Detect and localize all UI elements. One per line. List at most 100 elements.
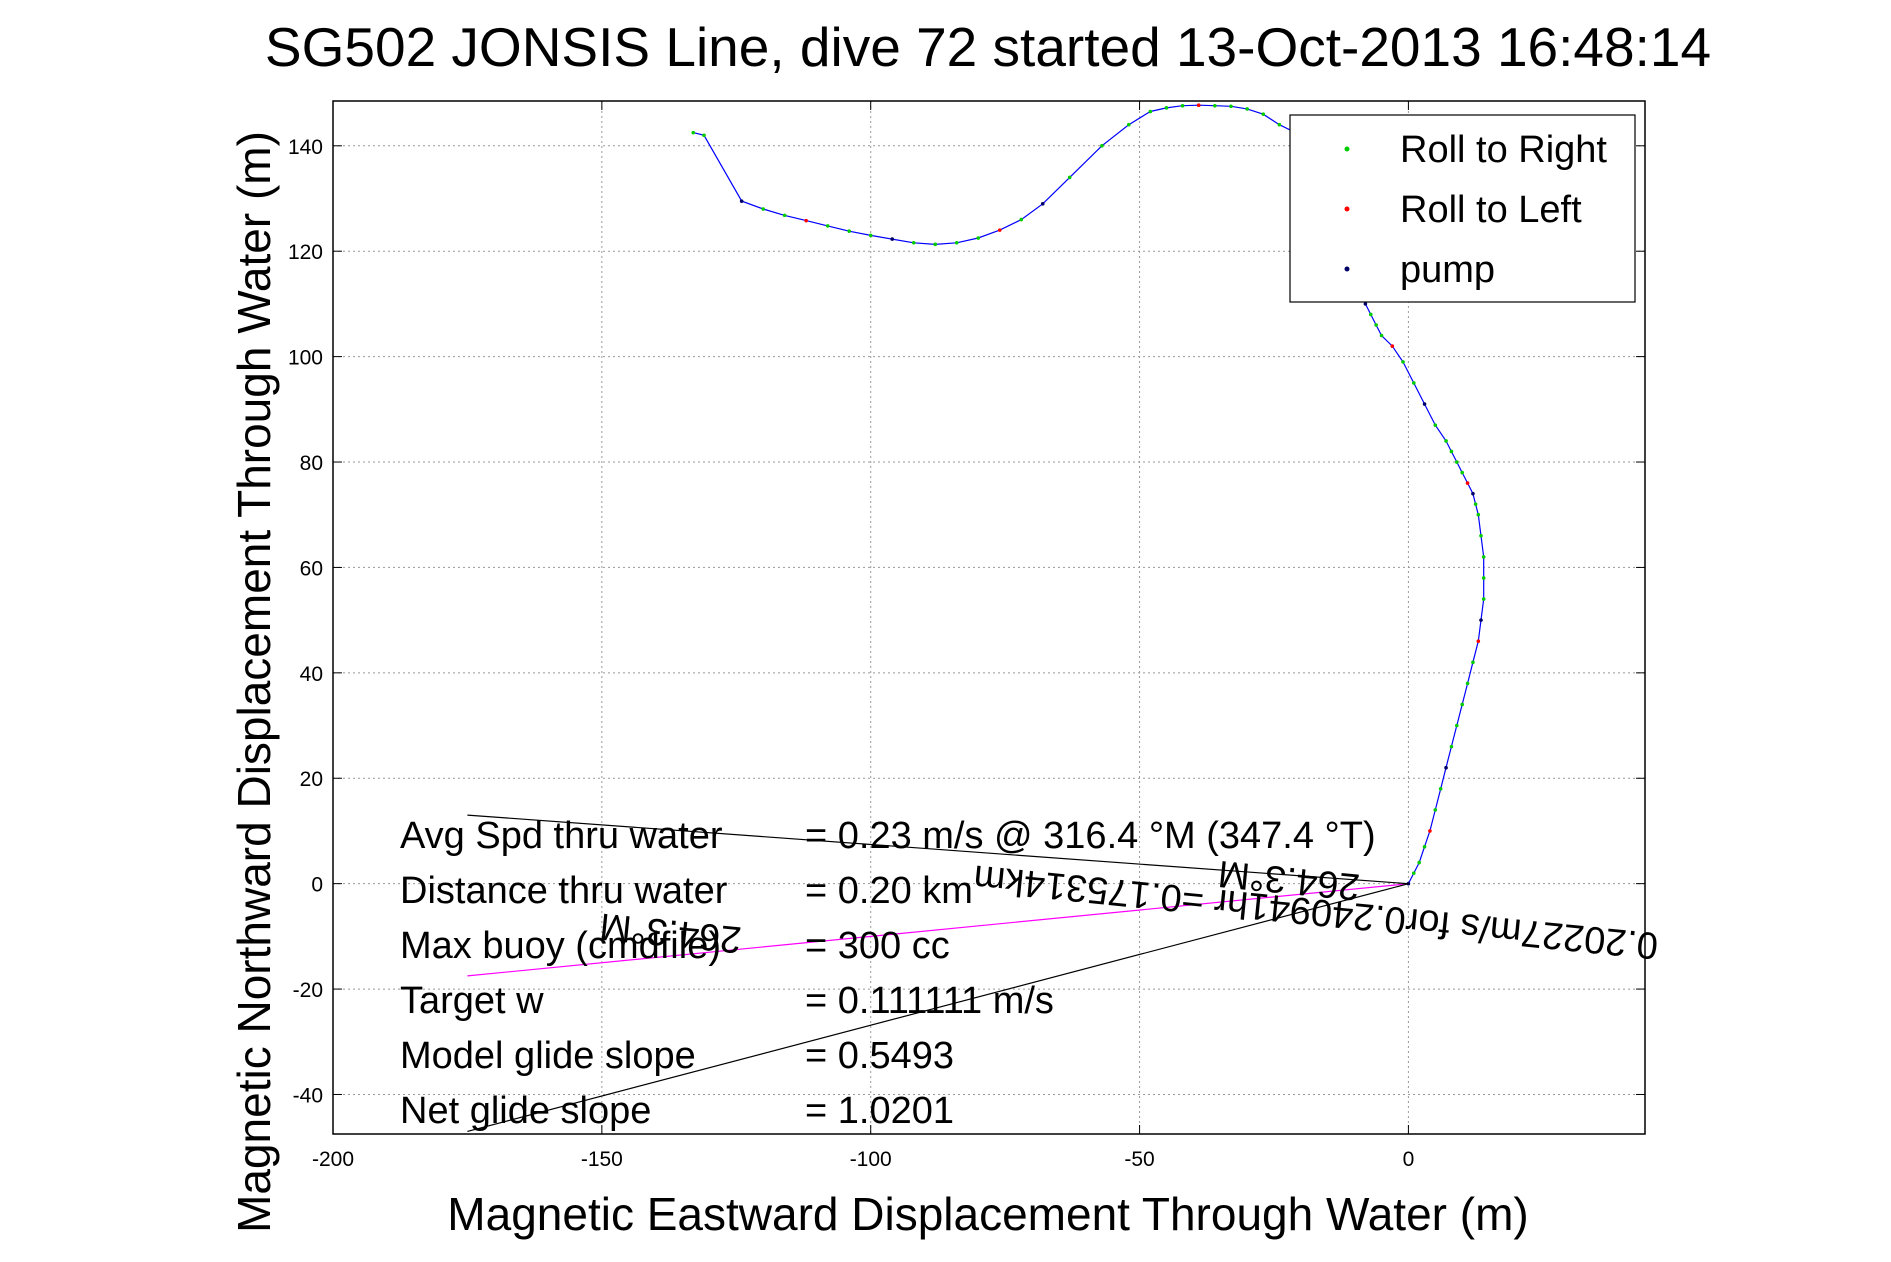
x-tick-label: -150 (581, 1148, 623, 1171)
data-point (1444, 765, 1448, 770)
legend-label: Roll to Right (1400, 129, 1607, 171)
data-point (782, 213, 787, 218)
data-point (1481, 576, 1486, 580)
legend: Roll to Right Roll to Left pump (1289, 114, 1636, 303)
y-tick-label: 60 (300, 557, 323, 580)
data-point (1476, 639, 1481, 644)
x-tick-label: -50 (1124, 1148, 1154, 1171)
data-point (702, 133, 706, 138)
annotation-value: = 0.23 m/s @ 316.4 °M (347.4 °T) (805, 815, 1376, 857)
data-point (1363, 302, 1368, 306)
data-point (1067, 175, 1072, 180)
data-point (761, 207, 765, 211)
data-point (1471, 491, 1475, 496)
data-point (1180, 103, 1185, 108)
data-point (825, 224, 830, 228)
chart-title: SG502 JONSIS Line, dive 72 started 13-Oc… (265, 16, 1711, 78)
data-point (1368, 312, 1373, 317)
data-point (1438, 786, 1443, 791)
annotation-value: = 0.20 km (805, 870, 973, 912)
y-tick-label: 80 (300, 452, 323, 475)
data-point (1245, 107, 1249, 111)
data-point (1479, 618, 1483, 622)
data-point (1465, 481, 1470, 485)
data-point (1465, 681, 1470, 686)
data-point (1379, 333, 1384, 338)
data-point (1196, 103, 1201, 108)
legend-marker (1344, 146, 1350, 152)
x-axis-label: Magnetic Eastward Displacement Through W… (447, 1188, 1528, 1240)
data-point (691, 130, 696, 135)
data-point (1471, 660, 1475, 665)
data-point (1476, 512, 1481, 517)
data-point (868, 233, 873, 238)
data-point (1277, 122, 1282, 127)
y-tick-label: -40 (293, 1084, 323, 1107)
data-point (847, 229, 851, 233)
legend-marker (1344, 266, 1350, 272)
annotation-value: = 1.0201 (805, 1090, 954, 1132)
x-tick-label: -200 (312, 1148, 354, 1171)
data-point (1455, 723, 1459, 728)
data-point (1433, 808, 1438, 812)
data-point (1401, 360, 1405, 364)
data-point (954, 240, 959, 245)
data-point (1422, 402, 1427, 406)
data-point (1460, 702, 1464, 707)
y-tick-label: 0 (311, 874, 323, 897)
data-point (933, 242, 938, 247)
legend-label: Roll to Left (1400, 189, 1582, 231)
data-point (1127, 122, 1131, 127)
legend-marker (1344, 206, 1350, 212)
data-point (1433, 423, 1438, 427)
data-point (911, 240, 916, 245)
annotation-label: Avg Spd thru water (400, 815, 723, 857)
data-point (1417, 860, 1421, 865)
data-point (1422, 844, 1427, 849)
y-axis-label: Magnetic Northward Displacement Through … (228, 131, 280, 1233)
annotation-value: = 0.111111 m/s (805, 980, 1054, 1022)
data-point (1411, 381, 1416, 385)
data-point (1460, 470, 1464, 475)
data-point (1479, 534, 1483, 538)
data-point (1449, 449, 1454, 454)
annotation-label: Target w (400, 980, 544, 1022)
annotation-label: Distance thru water (400, 870, 728, 912)
data-point (1473, 502, 1478, 506)
data-point (1481, 555, 1486, 559)
data-point (1374, 323, 1378, 327)
annotation-value: = 0.5493 (805, 1035, 954, 1077)
data-point (1449, 744, 1454, 749)
data-point (1148, 109, 1153, 114)
y-tick-label: 20 (300, 768, 323, 791)
y-tick-label: 100 (288, 347, 323, 370)
plot-frame (332, 100, 1646, 1135)
annotation-value: = 300 cc (805, 925, 950, 967)
annotation-label: Model glide slope (400, 1035, 696, 1077)
annotation-label: Max buoy (cmdfile) (400, 925, 721, 967)
legend-label: pump (1400, 249, 1495, 291)
data-point (1444, 439, 1448, 443)
y-tick-label: 140 (288, 136, 323, 159)
annotation-label: Net glide slope (400, 1090, 651, 1132)
series-line-2 (467, 814, 1409, 1132)
data-point (997, 228, 1002, 232)
data-point (804, 218, 808, 223)
data-point (1411, 871, 1416, 875)
data-point (1481, 597, 1486, 601)
data-point (1428, 829, 1432, 833)
x-tick-label: -100 (850, 1148, 892, 1171)
series-line-1 (467, 883, 1409, 977)
data-point (890, 237, 895, 241)
data-point (1019, 217, 1024, 222)
data-point (1455, 460, 1459, 464)
data-point (1390, 344, 1395, 348)
x-tick-label: 0 (1403, 1148, 1415, 1171)
y-tick-label: -20 (293, 979, 323, 1002)
y-tick-label: 40 (300, 663, 323, 686)
y-tick-label: 120 (288, 241, 323, 264)
data-point (1213, 103, 1217, 108)
data-point (1164, 106, 1169, 110)
data-point (1100, 143, 1104, 148)
